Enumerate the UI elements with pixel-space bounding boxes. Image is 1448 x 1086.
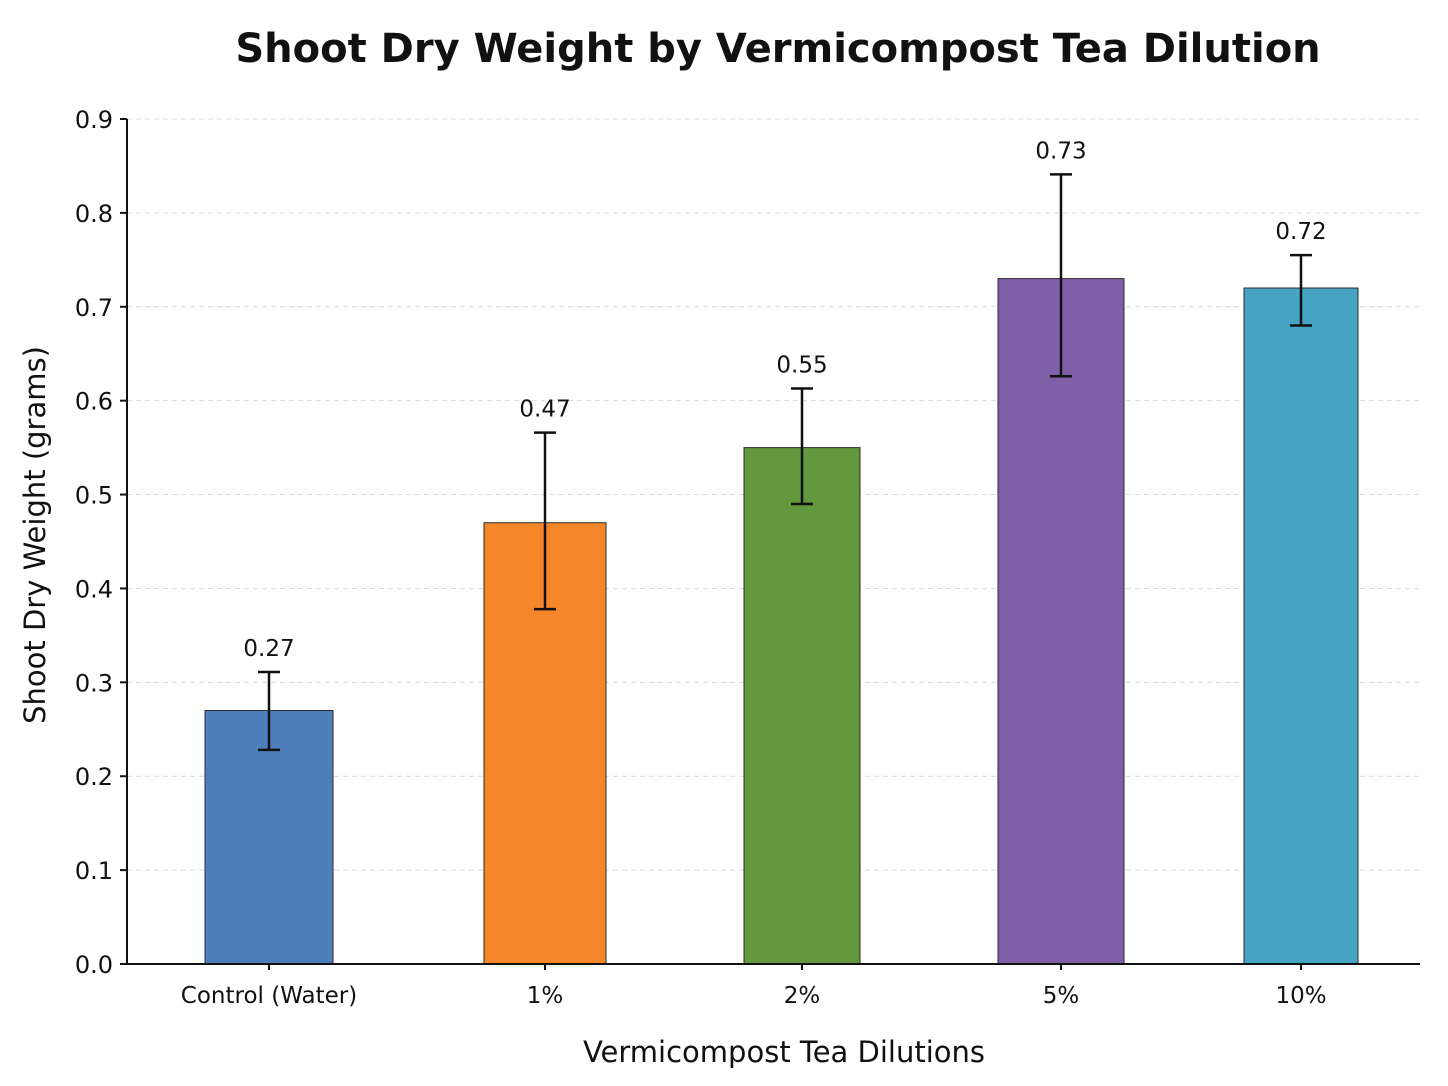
y-tick-label: 0.0 bbox=[75, 951, 113, 979]
bar bbox=[1243, 287, 1359, 965]
y-axis-label: Shoot Dry Weight (grams) bbox=[18, 346, 52, 724]
value-labels: 0.27 0.47 0.55 0.73 0.72 bbox=[243, 138, 1326, 662]
y-tick-label: 0.7 bbox=[75, 294, 113, 322]
bars bbox=[204, 278, 1359, 965]
y-tick-label: 0.9 bbox=[75, 106, 113, 134]
x-tick-label: 10% bbox=[1275, 983, 1326, 1009]
x-tick-label: 5% bbox=[1043, 983, 1080, 1009]
x-tick-label: 1% bbox=[527, 983, 564, 1009]
data-label: 0.72 bbox=[1275, 219, 1326, 245]
y-tick-label: 0.5 bbox=[75, 482, 113, 510]
data-label: 0.47 bbox=[519, 397, 570, 423]
axes bbox=[126, 119, 1420, 965]
y-tick-label: 0.1 bbox=[75, 857, 113, 885]
y-tick-label: 0.8 bbox=[75, 200, 113, 228]
chart-title: Shoot Dry Weight by Vermicompost Tea Dil… bbox=[235, 26, 1320, 72]
y-tick-label: 0.3 bbox=[75, 669, 113, 697]
data-label: 0.27 bbox=[243, 636, 294, 662]
x-tick-label: 2% bbox=[784, 983, 821, 1009]
bar bbox=[204, 710, 334, 965]
bar bbox=[743, 447, 861, 965]
bar bbox=[997, 278, 1125, 965]
x-tick-label: Control (Water) bbox=[181, 983, 357, 1009]
error-bars bbox=[258, 173, 1312, 752]
y-tick-label: 0.2 bbox=[75, 763, 113, 791]
data-label: 0.55 bbox=[776, 352, 827, 378]
y-axis-ticks: 0.0 0.1 0.2 0.3 0.4 0.5 0.6 0.7 0.8 0.9 bbox=[75, 106, 127, 979]
y-tick-label: 0.4 bbox=[75, 575, 113, 603]
x-axis-label: Vermicompost Tea Dilutions bbox=[583, 1035, 985, 1069]
x-axis-ticks: Control (Water) 1% 2% 5% 10% bbox=[181, 964, 1327, 1009]
data-label: 0.73 bbox=[1035, 138, 1086, 164]
y-tick-label: 0.6 bbox=[75, 388, 113, 416]
